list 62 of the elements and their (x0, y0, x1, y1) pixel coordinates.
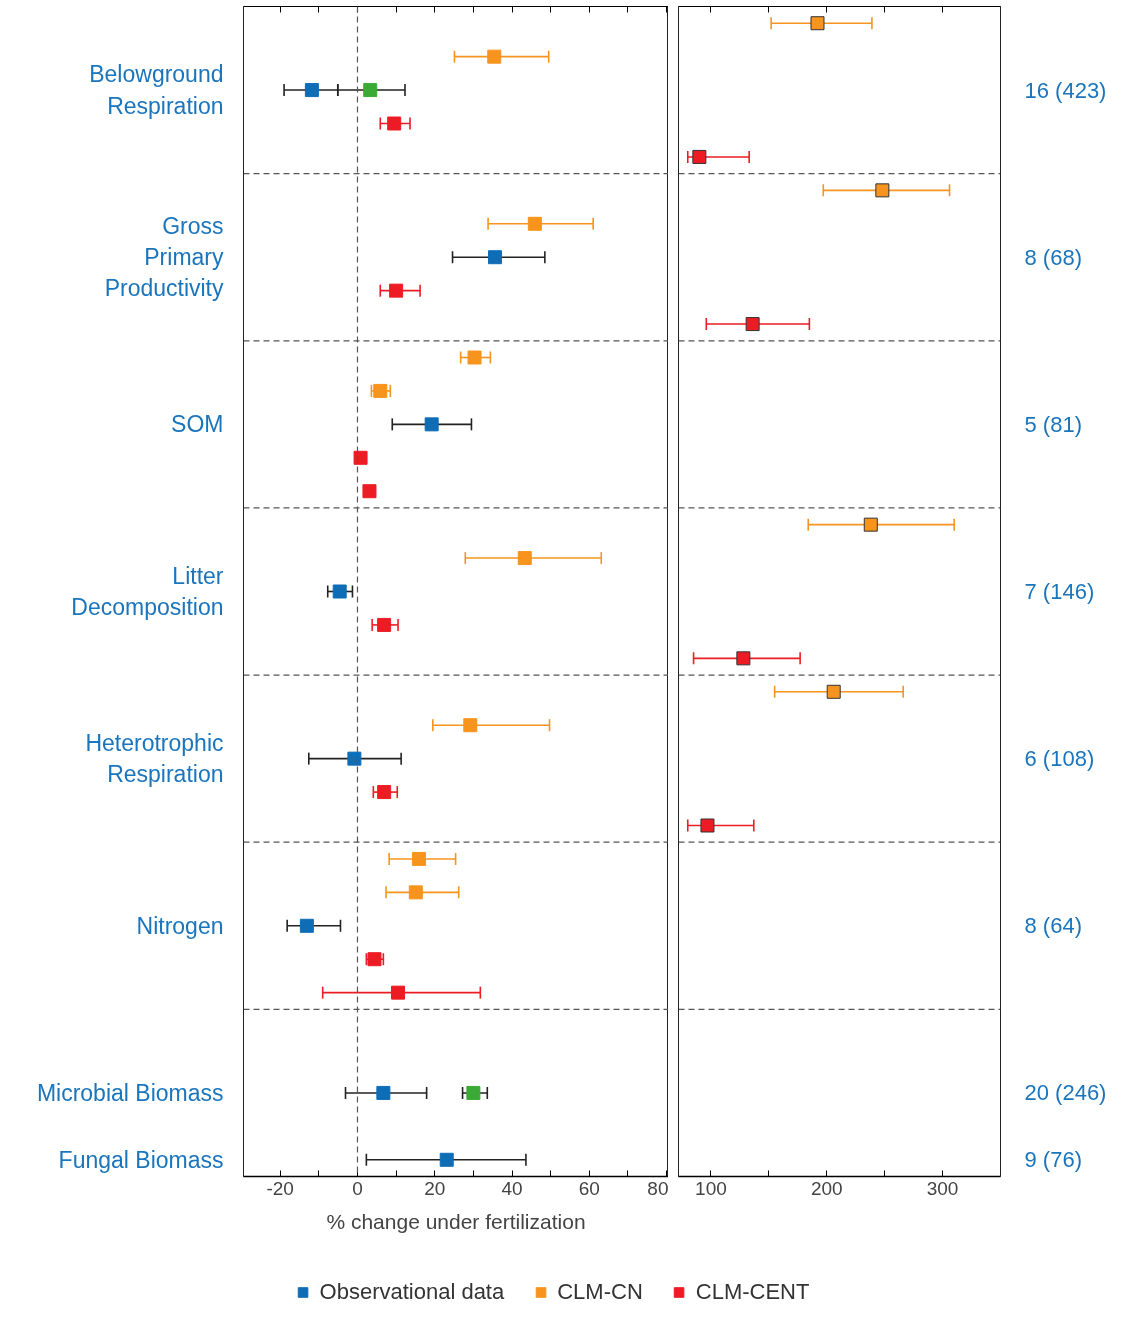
point (517, 551, 532, 566)
y-tick-label: Microbial Biomass (36, 1079, 224, 1106)
point (363, 83, 378, 98)
point (411, 851, 426, 866)
x-tick-label: 0 (352, 1177, 363, 1199)
point (863, 517, 878, 532)
point (377, 617, 392, 632)
y2-tick-label: 6 (108) (1024, 746, 1095, 772)
y2-tick-label: 20 (246) (1024, 1080, 1107, 1106)
x-tick-label: 20 (424, 1177, 446, 1199)
x-tick-label: 40 (501, 1177, 523, 1199)
point (332, 584, 347, 599)
point (700, 818, 715, 833)
point (487, 49, 502, 64)
point (377, 785, 392, 800)
y-tick-label: Nitrogen (136, 912, 224, 939)
legend-label: Observational data (319, 1279, 505, 1305)
point (373, 383, 388, 398)
point (488, 250, 503, 265)
y-tick-label: Gross Primary Productivity (104, 213, 224, 302)
point (304, 83, 319, 98)
point (408, 885, 423, 900)
point (299, 918, 314, 933)
point (692, 149, 707, 164)
point (353, 450, 368, 465)
legend-label: CLM-CENT (695, 1279, 810, 1305)
y-tick-label: Belowground Respiration (89, 61, 224, 119)
point (810, 16, 825, 31)
x-tick-label: -20 (266, 1177, 294, 1199)
x-tick-label: 80 (647, 1177, 669, 1199)
y2-tick-label: 9 (76) (1024, 1147, 1082, 1173)
point (424, 417, 439, 432)
y-tick-label: Fungal Biomass (58, 1146, 224, 1173)
x-tick-label: 200 (810, 1177, 843, 1199)
point (875, 183, 890, 198)
legend-label: CLM-CN (557, 1279, 643, 1305)
point (463, 718, 478, 733)
point (467, 350, 482, 365)
y2-tick-label: 8 (64) (1024, 913, 1082, 939)
x-axis-title: % change under fertilization (326, 1209, 586, 1233)
point (362, 484, 377, 499)
y2-tick-label: 16 (423) (1024, 77, 1107, 103)
point (387, 116, 402, 131)
x-tick-label: 60 (578, 1177, 600, 1199)
y2-tick-label: 5 (81) (1024, 411, 1082, 437)
y2-tick-label: 7 (146) (1024, 579, 1095, 604)
point (391, 985, 406, 1000)
point (439, 1152, 454, 1167)
point (466, 1085, 481, 1100)
point (527, 216, 542, 231)
y-tick-label: Heterotrophic Respiration (85, 730, 224, 788)
x-tick-label: 100 (695, 1177, 727, 1199)
point (376, 1085, 391, 1100)
y2-tick-label: 8 (68) (1024, 244, 1082, 270)
point (745, 317, 760, 332)
point (826, 684, 841, 699)
y-tick-label: SOM (171, 411, 224, 438)
point (347, 751, 362, 766)
x-tick-label: 300 (926, 1177, 959, 1199)
y-tick-label: Litter Decomposition (71, 562, 224, 621)
point (389, 283, 404, 298)
point (736, 651, 751, 666)
